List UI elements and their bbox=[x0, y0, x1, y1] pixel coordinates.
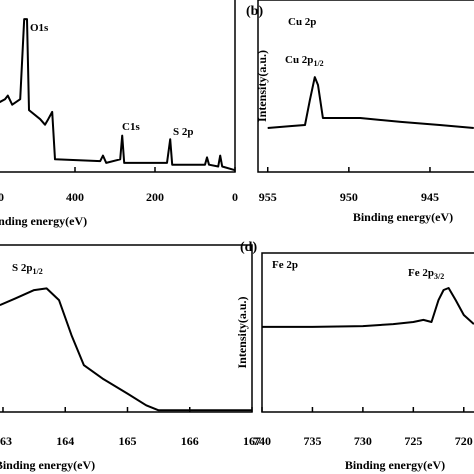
x-tick-label: 735 bbox=[303, 434, 321, 448]
annotation-text: C1s bbox=[122, 121, 140, 133]
peak-annotation: Fe 2p bbox=[272, 259, 298, 271]
plot-frame bbox=[0, 0, 236, 173]
x-tick-label: 400 bbox=[66, 190, 84, 204]
plot-frame bbox=[261, 252, 474, 413]
x-tick-label: 164 bbox=[56, 434, 74, 448]
x-tick-label: 945 bbox=[421, 190, 439, 204]
panel: 955 950 945 Binding energy(eV) Intensity(a.u… bbox=[246, 0, 474, 224]
y-axis-label: Intensity(a.u.) bbox=[255, 50, 269, 122]
y-axis-label: Intensity(a.u.) bbox=[235, 296, 249, 368]
annotation-text: Cu 2p bbox=[285, 54, 313, 66]
panel: 600 400 200 0 Binding energy(eV) O1s C1s S 2p bbox=[0, 0, 238, 228]
panel-label: (d) bbox=[240, 240, 257, 255]
x-tick-label: 200 bbox=[146, 190, 164, 204]
annotation-text: S 2p bbox=[12, 262, 33, 274]
annotation-subscript: 1/2 bbox=[313, 59, 323, 68]
x-tick-label: 720 bbox=[455, 434, 473, 448]
annotation-text: Fe 2p bbox=[408, 267, 434, 279]
x-tick-label: 166 bbox=[181, 434, 199, 448]
x-tick-label: 600 bbox=[0, 190, 4, 204]
x-tick-label: 167 bbox=[243, 434, 261, 448]
annotation-subscript: 3/2 bbox=[434, 272, 444, 281]
panel: 163 164 165 166 167 Binding energy(eV) S 2p1/2 bbox=[0, 244, 261, 472]
peak-annotation: C1s bbox=[122, 121, 140, 133]
plot-frame bbox=[257, 0, 474, 173]
panel: 740 735 730 725 720 Binding energy(eV) Intensi… bbox=[235, 240, 474, 472]
peak-annotation: S 2p1/2 bbox=[12, 262, 43, 276]
annotation-text: Cu 2p bbox=[288, 16, 316, 28]
plot-frame bbox=[0, 244, 253, 413]
peak-annotation: Fe 2p3/2 bbox=[408, 267, 444, 281]
panel-label: (b) bbox=[246, 4, 263, 19]
x-axis-label: Binding energy(eV) bbox=[345, 458, 445, 472]
annotation-subscript: 1/2 bbox=[33, 267, 43, 276]
spectrum-line bbox=[267, 76, 474, 129]
x-axis-label: Binding energy(eV) bbox=[353, 210, 453, 224]
spectrum-line bbox=[0, 287, 252, 412]
peak-annotation: Cu 2p1/2 bbox=[285, 54, 324, 68]
x-tick-label: 163 bbox=[0, 434, 12, 448]
x-tick-label: 955 bbox=[259, 190, 277, 204]
peak-annotation: S 2p bbox=[173, 126, 194, 138]
x-tick-label: 0 bbox=[232, 190, 238, 204]
annotation-text: S 2p bbox=[173, 126, 194, 138]
x-tick-label: 730 bbox=[354, 434, 372, 448]
peak-annotation: Cu 2p bbox=[288, 16, 316, 28]
x-tick-label: 740 bbox=[253, 434, 271, 448]
x-tick-label: 725 bbox=[404, 434, 422, 448]
annotation-text: Fe 2p bbox=[272, 259, 298, 271]
x-axis-label: Binding energy(eV) bbox=[0, 458, 95, 472]
x-tick-label: 950 bbox=[340, 190, 358, 204]
spectrum-line bbox=[262, 287, 474, 328]
peak-annotation: O1s bbox=[30, 22, 49, 34]
annotation-text: O1s bbox=[30, 22, 49, 34]
x-tick-label: 165 bbox=[118, 434, 136, 448]
x-axis-label: Binding energy(eV) bbox=[0, 214, 87, 228]
spectrum-line bbox=[0, 18, 236, 172]
